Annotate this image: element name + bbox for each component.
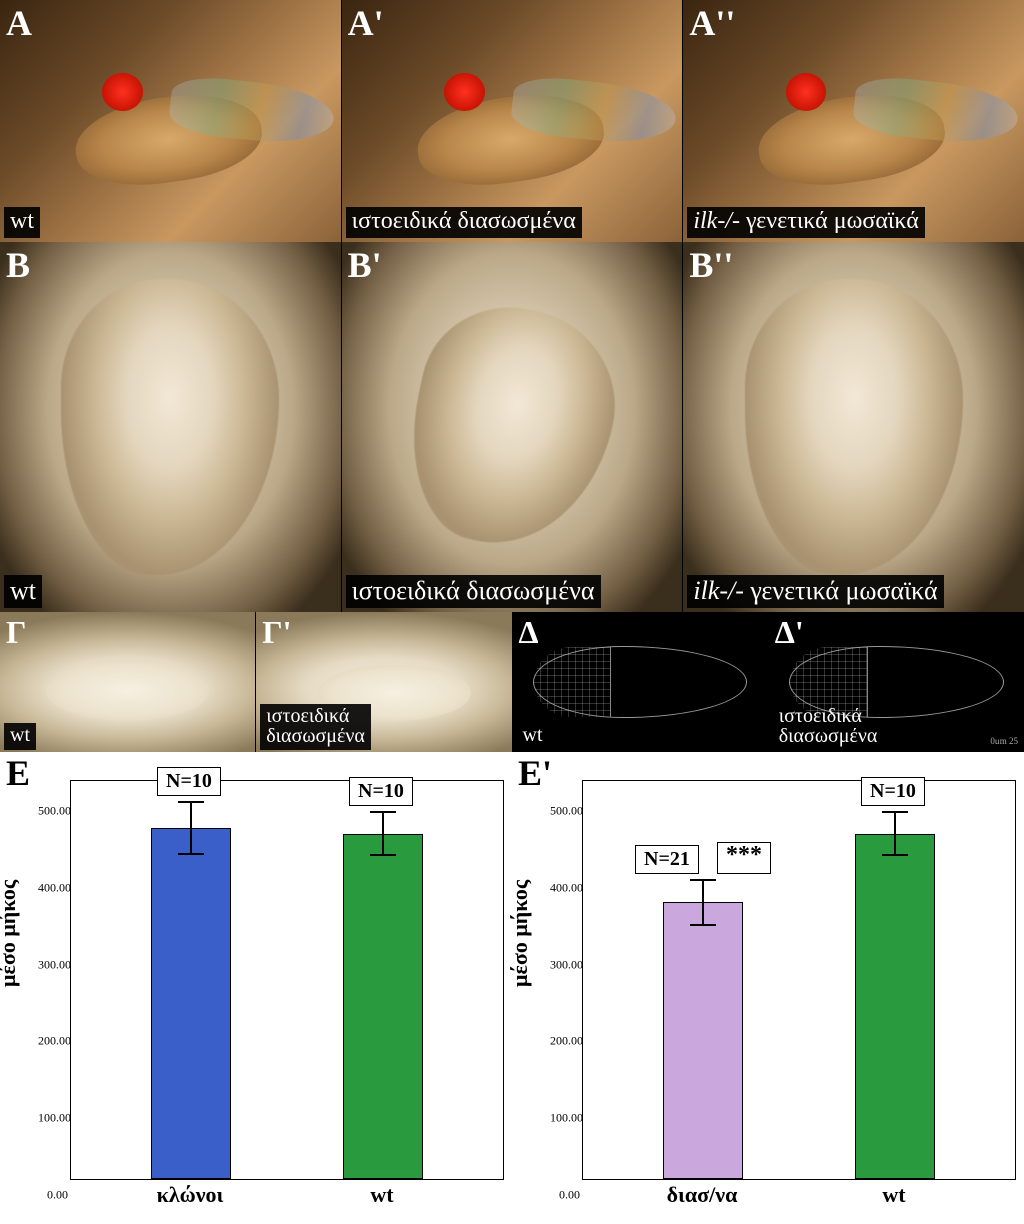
panel-caption: wt xyxy=(4,207,40,238)
y-tick-label: 0.00 xyxy=(38,1188,68,1203)
error-cap xyxy=(370,811,396,813)
ovary-illustration xyxy=(61,279,279,575)
fly-illustration xyxy=(444,73,485,112)
error-cap xyxy=(882,811,908,813)
y-axis-label: μέσο μήκος xyxy=(507,880,533,987)
panel-caption: ilk-/- γενετικά μωσαϊκά xyxy=(687,575,943,608)
row-a: A wt A' ιστοειδικά διασωσμένα A'' ilk-/-… xyxy=(0,0,1024,242)
panel-gamma: Γ wt xyxy=(0,612,255,752)
error-cap xyxy=(178,801,204,803)
panel-tag: Γ' xyxy=(262,614,291,651)
scalebar-line xyxy=(993,744,1024,746)
panel-b-dprime: B'' ilk-/- γενετικά μωσαϊκά xyxy=(682,242,1024,612)
panel-caption: wt xyxy=(4,723,36,750)
panel-tag: A xyxy=(6,2,32,44)
chart-frame: N=10N=10 xyxy=(70,780,504,1180)
y-tick-label: 500.00 xyxy=(550,804,580,819)
y-tick-label: 100.00 xyxy=(550,1111,580,1126)
y-tick-label: 300.00 xyxy=(550,957,580,972)
y-tick-label: 200.00 xyxy=(38,1034,68,1049)
panel-tag: B'' xyxy=(689,244,733,286)
panel-a-prime: A' ιστοειδικά διασωσμένα xyxy=(341,0,683,242)
egg-illustration xyxy=(46,660,209,722)
panel-e: E μέσο μήκος N=10N=10 0.00100.00200.0030… xyxy=(0,752,512,1222)
follicle-illustration xyxy=(533,646,747,719)
caption-line1: ιστοειδικά xyxy=(779,705,862,727)
panel-tag: Γ xyxy=(6,614,26,651)
significance-box: *** xyxy=(717,842,771,874)
row-b: B wt B' ιστοειδικά διασωσμένα B'' ilk-/-… xyxy=(0,242,1024,612)
error-bar xyxy=(190,802,192,854)
caption-italic: ilk-/- xyxy=(693,576,744,605)
n-label-box: N=10 xyxy=(349,777,413,806)
error-cap xyxy=(882,854,908,856)
y-tick-label: 0.00 xyxy=(550,1188,580,1203)
error-bar xyxy=(894,812,896,855)
panel-caption: wt xyxy=(517,723,549,750)
n-label-box: N=21 xyxy=(635,845,699,874)
error-cap xyxy=(178,853,204,855)
panel-tag: A' xyxy=(348,2,384,44)
panel-b-prime: B' ιστοειδικά διασωσμένα xyxy=(341,242,683,612)
y-tick-label: 100.00 xyxy=(38,1111,68,1126)
y-axis-label: μέσο μήκος xyxy=(0,880,21,987)
panel-caption: ilk-/- γενετικά μωσαϊκά xyxy=(687,207,925,238)
chart-plot-area: N=21***N=10 xyxy=(607,797,991,1179)
caption-italic: ilk-/- xyxy=(693,208,740,234)
panel-a: A wt xyxy=(0,0,341,242)
n-label-box: N=10 xyxy=(157,767,221,796)
error-bar xyxy=(702,880,704,926)
caption-line2: διασωσμένα xyxy=(266,725,365,747)
ovary-illustration xyxy=(745,279,963,575)
y-tick-label: 400.00 xyxy=(550,880,580,895)
row-gamma-delta: Γ wt Γ' ιστοειδικάδιασωσμένα Δ wt Δ' ιστ… xyxy=(0,612,1024,752)
panel-caption: wt xyxy=(4,575,42,608)
panel-delta: Δ wt xyxy=(512,612,768,752)
caption-line2: διασωσμένα xyxy=(779,725,878,747)
error-cap xyxy=(690,879,716,881)
panel-a-dprime: A'' ilk-/- γενετικά μωσαϊκά xyxy=(682,0,1024,242)
panel-tag: Δ xyxy=(519,614,539,651)
panel-tag: E' xyxy=(518,752,552,794)
x-tick-label: διασ/να xyxy=(667,1182,738,1208)
y-tick-label: 500.00 xyxy=(38,804,68,819)
panel-gamma-prime: Γ' ιστοειδικάδιασωσμένα xyxy=(255,612,511,752)
panel-caption: ιστοειδικάδιασωσμένα xyxy=(260,704,371,750)
scale-bar: 0μm 25 xyxy=(990,736,1018,746)
panel-e-prime: E' μέσο μήκος N=21***N=10 0.00100.00200.… xyxy=(512,752,1024,1222)
error-cap xyxy=(690,924,716,926)
panel-tag: B' xyxy=(348,244,382,286)
chart-plot-area: N=10N=10 xyxy=(95,797,479,1179)
y-tick-label: 400.00 xyxy=(38,880,68,895)
x-tick-label: wt xyxy=(882,1182,905,1208)
panel-tag: B xyxy=(6,244,30,286)
y-tick-label: 200.00 xyxy=(550,1034,580,1049)
y-tick-label: 300.00 xyxy=(38,957,68,972)
caption-rest: γενετικά μωσαϊκά xyxy=(744,576,938,605)
chart-frame: N=21 *** N=10 xyxy=(582,780,1016,1180)
chart-bar xyxy=(343,834,424,1179)
chart-bar xyxy=(663,902,744,1179)
x-tick-label: wt xyxy=(370,1182,393,1208)
row-e: E μέσο μήκος N=10N=10 0.00100.00200.0030… xyxy=(0,752,1024,1222)
panel-b: B wt xyxy=(0,242,341,612)
fly-illustration xyxy=(102,73,143,112)
error-cap xyxy=(370,854,396,856)
n-label-box: N=10 xyxy=(861,777,925,806)
chart-bar xyxy=(151,828,232,1179)
panel-tag: Δ' xyxy=(775,614,804,651)
caption-rest: γενετικά μωσαϊκά xyxy=(740,208,919,234)
chart-bar xyxy=(855,834,936,1179)
panel-delta-prime: Δ' ιστοειδικάδιασωσμένα 0μm 25 xyxy=(768,612,1024,752)
caption-line1: ιστοειδικά xyxy=(266,705,349,727)
panel-caption: ιστοειδικά διασωσμένα xyxy=(346,207,582,238)
panel-tag: E xyxy=(6,752,30,794)
panel-tag: A'' xyxy=(689,2,735,44)
panel-caption: ιστοειδικάδιασωσμένα xyxy=(773,704,884,750)
x-tick-label: κλώνοι xyxy=(157,1182,224,1208)
error-bar xyxy=(382,812,384,855)
ovary-illustration xyxy=(391,291,632,563)
figure-root: A wt A' ιστοειδικά διασωσμένα A'' ilk-/-… xyxy=(0,0,1024,1224)
panel-caption: ιστοειδικά διασωσμένα xyxy=(346,575,601,608)
